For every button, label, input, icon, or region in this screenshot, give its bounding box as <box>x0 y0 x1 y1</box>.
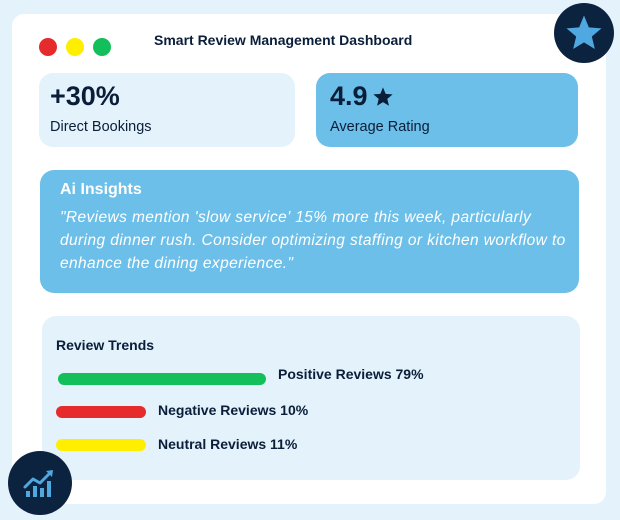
star-icon <box>372 86 393 106</box>
bookings-label: Direct Bookings <box>50 119 152 135</box>
rating-label: Average Rating <box>330 119 430 135</box>
review-trends-panel: Review Trends Positive Reviews 79% Negat… <box>42 316 580 480</box>
average-rating-card: 4.9 Average Rating <box>316 73 578 147</box>
window-maximize-button[interactable] <box>93 38 111 56</box>
star-badge <box>554 3 614 63</box>
trend-chart-icon <box>23 470 53 497</box>
insights-text: "Reviews mention 'slow service' 15% more… <box>60 209 566 272</box>
window-close-button[interactable] <box>39 38 57 56</box>
positive-reviews-bar <box>58 373 266 385</box>
insights-title: Ai Insights <box>60 181 142 198</box>
positive-reviews-label: Positive Reviews 79% <box>278 366 424 382</box>
rating-value-row: 4.9 <box>330 81 394 112</box>
neutral-reviews-label: Neutral Reviews 11% <box>158 436 298 452</box>
trend-chart-badge <box>8 451 72 515</box>
trends-title: Review Trends <box>56 337 155 353</box>
ai-insights-panel: Ai Insights "Reviews mention 'slow servi… <box>40 170 579 293</box>
negative-reviews-bar <box>56 406 146 418</box>
app-title: Smart Review Management Dashboard <box>154 32 413 48</box>
neutral-reviews-bar <box>56 439 146 451</box>
star-icon <box>566 15 602 49</box>
bookings-value: +30% <box>50 81 120 111</box>
direct-bookings-card: +30% Direct Bookings <box>39 73 295 147</box>
rating-value: 4.9 <box>330 81 368 111</box>
window-minimize-button[interactable] <box>66 38 84 56</box>
negative-reviews-label: Negative Reviews 10% <box>158 402 309 418</box>
